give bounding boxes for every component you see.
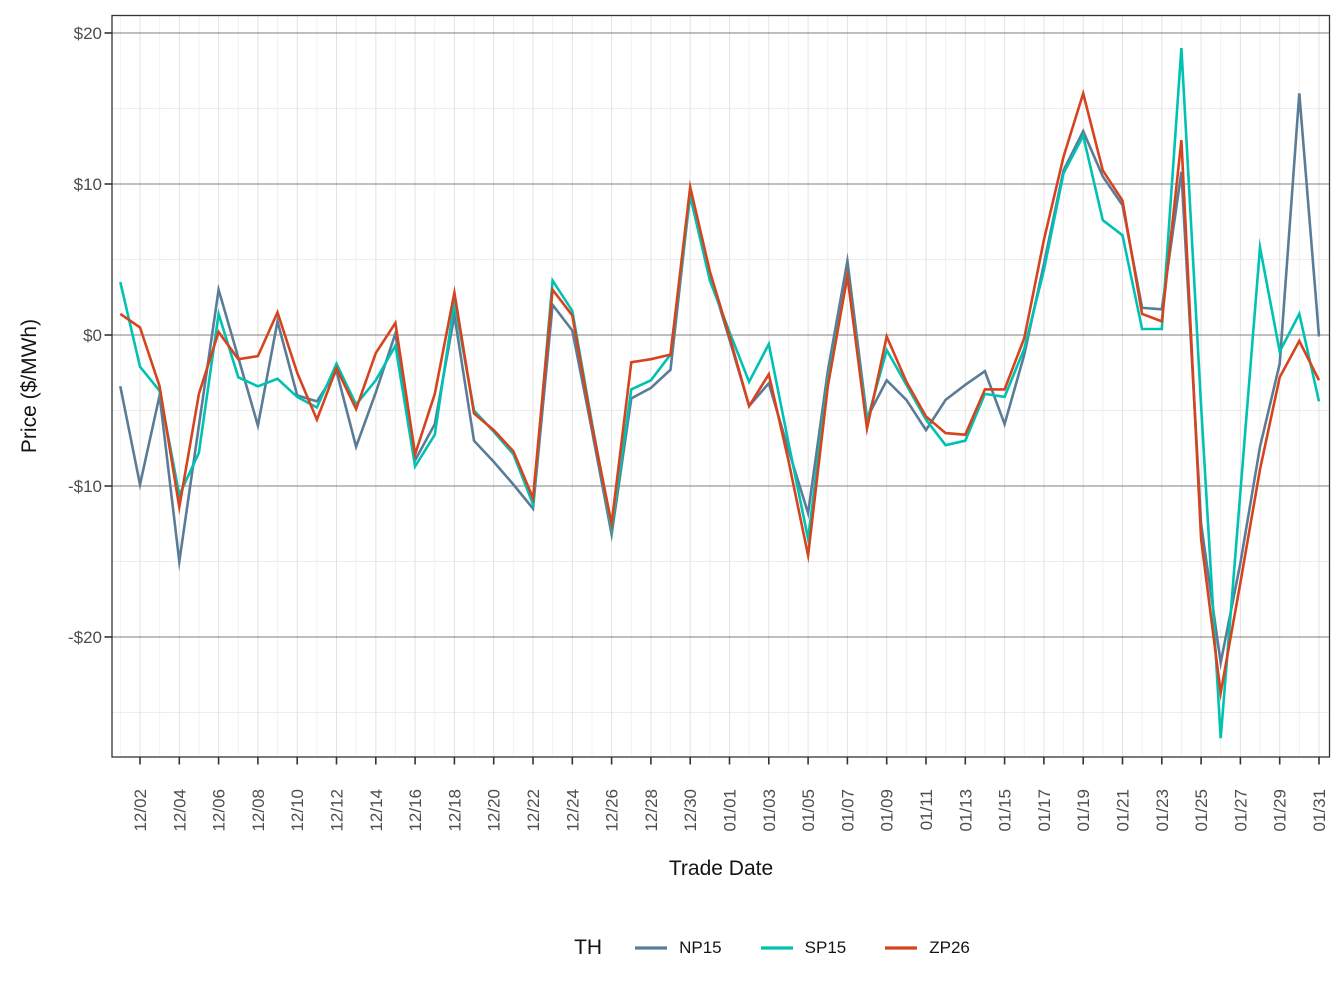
svg-text:12/24: 12/24 — [563, 789, 582, 832]
svg-text:12/04: 12/04 — [170, 789, 189, 832]
chart-legend: TH NP15 SP15 ZP26 — [200, 936, 1344, 960]
svg-text:12/28: 12/28 — [642, 789, 661, 832]
svg-text:01/11: 01/11 — [917, 789, 936, 830]
svg-text:01/31: 01/31 — [1310, 789, 1329, 832]
svg-text:12/08: 12/08 — [249, 789, 268, 832]
svg-text:01/17: 01/17 — [1035, 789, 1054, 832]
svg-text:12/20: 12/20 — [485, 789, 504, 832]
zp26-line-swatch-icon — [885, 946, 918, 950]
svg-text:12/06: 12/06 — [210, 789, 229, 832]
svg-text:01/27: 01/27 — [1231, 789, 1250, 832]
svg-text:12/30: 12/30 — [681, 789, 700, 832]
legend-item-np15: NP15 — [634, 938, 722, 958]
svg-text:12/18: 12/18 — [445, 789, 464, 832]
svg-text:12/22: 12/22 — [524, 789, 543, 832]
svg-text:12/10: 12/10 — [288, 789, 307, 832]
svg-text:$10: $10 — [74, 175, 102, 194]
svg-text:01/05: 01/05 — [799, 789, 818, 832]
np15-line-swatch-icon — [635, 946, 668, 950]
svg-text:01/03: 01/03 — [760, 789, 779, 832]
legend-item-sp15: SP15 — [760, 938, 847, 958]
svg-text:01/09: 01/09 — [878, 789, 897, 832]
legend-label-zp26: ZP26 — [929, 938, 970, 957]
sp15-line-swatch-icon — [760, 946, 793, 950]
svg-text:01/13: 01/13 — [956, 789, 975, 832]
svg-text:01/21: 01/21 — [1114, 789, 1133, 832]
legend-label-np15: NP15 — [679, 938, 722, 957]
legend-item-zp26: ZP26 — [884, 938, 970, 958]
svg-text:$0: $0 — [83, 326, 102, 345]
svg-text:12/16: 12/16 — [406, 789, 425, 832]
legend-label-sp15: SP15 — [804, 938, 847, 957]
svg-text:01/23: 01/23 — [1153, 789, 1172, 832]
svg-text:12/26: 12/26 — [603, 789, 622, 832]
svg-text:01/29: 01/29 — [1271, 789, 1290, 832]
x-axis-title: Trade Date — [668, 857, 774, 880]
svg-text:12/12: 12/12 — [328, 789, 347, 832]
svg-text:01/19: 01/19 — [1074, 789, 1093, 832]
svg-text:01/07: 01/07 — [838, 789, 857, 832]
svg-text:01/25: 01/25 — [1192, 789, 1211, 832]
y-axis-title: Price ($/MWh) — [18, 318, 41, 454]
svg-text:-$10: -$10 — [68, 477, 102, 496]
svg-text:-$20: -$20 — [68, 628, 102, 647]
svg-text:$20: $20 — [74, 24, 102, 43]
svg-text:12/02: 12/02 — [131, 789, 150, 832]
svg-text:01/01: 01/01 — [721, 789, 740, 832]
legend-title: TH — [574, 936, 603, 959]
svg-text:12/14: 12/14 — [367, 789, 386, 832]
svg-text:01/15: 01/15 — [996, 789, 1015, 832]
